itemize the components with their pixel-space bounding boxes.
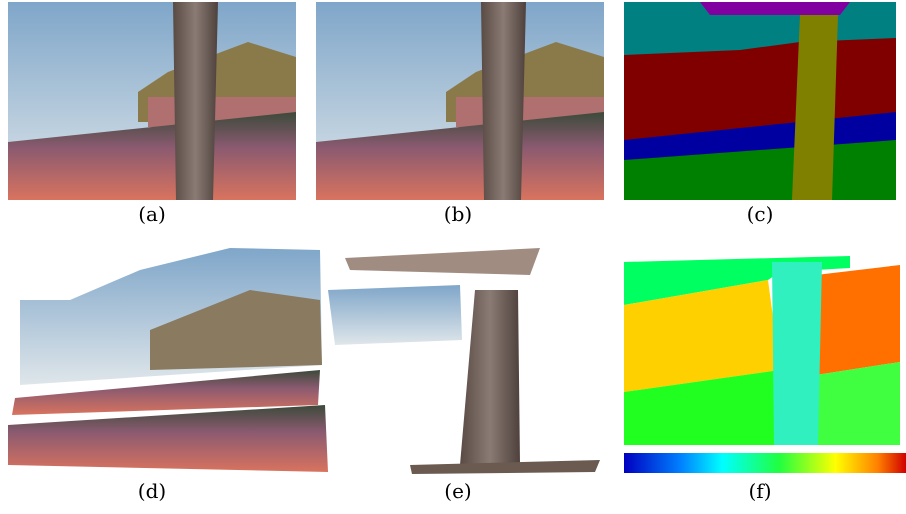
panel-b (316, 2, 604, 200)
panel-f (624, 256, 906, 473)
figure: (a) (b) (c) (d) (e) (f) (0, 0, 906, 514)
panel-label: (e) (444, 479, 471, 503)
panel-label: (f) (748, 479, 771, 503)
panel-label: (b) (444, 202, 472, 226)
panel-label: (a) (138, 202, 166, 226)
panel-e (328, 248, 600, 474)
panel-a (8, 2, 296, 200)
panel-label: (c) (747, 202, 774, 226)
panel-d (8, 248, 328, 472)
panel-label: (d) (138, 479, 166, 503)
panel-c (624, 2, 896, 200)
